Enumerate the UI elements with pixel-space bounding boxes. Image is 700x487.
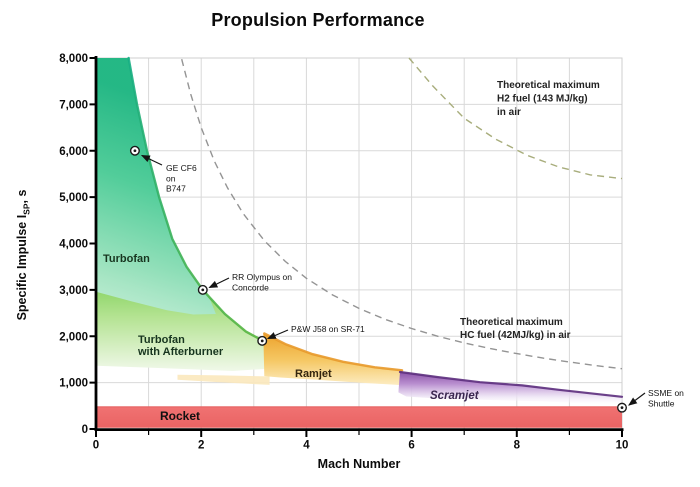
- ge-cf6-label: B747: [166, 184, 186, 194]
- curve-layer: [181, 57, 623, 370]
- y-tick-label: 4,000: [59, 239, 88, 251]
- afterburner-label: with Afterburner: [137, 346, 224, 358]
- ramjet-edge: [263, 332, 404, 372]
- x-axis-title: Mach Number: [317, 457, 401, 471]
- axis-layer: 0 2 4 6 8 10 0 1,000 2,000 3,000 4,000 5,000 6,000 7,…: [59, 53, 628, 452]
- y-tick-label: 6,000: [59, 146, 88, 158]
- rr-olympus-label: RR Olympus on: [232, 272, 292, 282]
- y-tick-label: 2,000: [59, 331, 88, 343]
- y-tick-label: 1,000: [59, 378, 88, 390]
- y-axis-title: Specific Impulse ISP, s: [15, 160, 33, 350]
- ge-cf6-arrow: [140, 154, 163, 166]
- ge-cf6-label: on: [166, 173, 176, 183]
- ramjet-tail-area: [177, 374, 270, 385]
- rocket-area: [96, 406, 622, 428]
- chart-title: Propulsion Performance: [211, 10, 425, 30]
- h2-max-label: Theoretical maximum: [497, 80, 600, 91]
- ge-cf6-marker-dot: [133, 149, 137, 153]
- x-tick-label: 8: [514, 440, 521, 452]
- rocket-label: Rocket: [160, 409, 200, 423]
- ssme-arrow: [628, 392, 646, 406]
- hc-max-label: HC fuel (42MJ/kg) in air: [460, 330, 571, 341]
- ssme-marker-dot: [620, 406, 624, 410]
- x-tick-label: 10: [616, 440, 629, 452]
- x-tick-label: 4: [303, 440, 310, 452]
- scramjet-edge: [398, 370, 624, 398]
- region-layer: [95, 56, 624, 428]
- h2-max-label: in air: [497, 107, 521, 118]
- afterburner-label: Turbofan: [138, 334, 185, 346]
- pw-j58-label: P&W J58 on SR-71: [291, 324, 365, 334]
- hc-max-curve: [181, 59, 623, 370]
- pw-j58-marker-dot: [260, 339, 264, 343]
- ramjet-label: Ramjet: [295, 368, 332, 380]
- y-tick-label: 8,000: [59, 53, 88, 65]
- rr-olympus-arrow: [208, 277, 230, 289]
- y-tick-label: 7,000: [59, 99, 88, 111]
- ge-cf6-label: GE CF6: [166, 163, 197, 173]
- x-tick-label: 2: [198, 440, 204, 452]
- pw-j58-arrow: [266, 329, 289, 340]
- y-tick-label: 3,000: [59, 285, 88, 297]
- ramjet-area: [263, 333, 406, 386]
- h2-max-curve: [408, 57, 623, 180]
- y-axis-title-main: Specific Impulse I: [15, 214, 29, 321]
- rr-olympus-label: Concorde: [232, 282, 269, 292]
- turbofan-edge: [127, 56, 265, 343]
- y-axis-title-sub: SP: [21, 203, 32, 215]
- y-axis-title-suffix: , s: [15, 189, 29, 204]
- hc-max-label: Theoretical maximum: [460, 317, 563, 328]
- x-tick-label: 6: [408, 440, 414, 452]
- h2-max-label: H2 fuel (143 MJ/kg): [497, 94, 588, 105]
- y-tick-label: 5,000: [59, 192, 88, 204]
- ssme-label: SSME on: [648, 388, 684, 398]
- scramjet-label: Scramjet: [430, 390, 480, 402]
- turbofan-label: Turbofan: [103, 253, 150, 265]
- rr-olympus-marker-dot: [201, 288, 205, 292]
- scramjet-area: [398, 372, 622, 407]
- y-tick-label: 0: [82, 424, 88, 436]
- x-tick-label: 0: [93, 440, 99, 452]
- ssme-label: Shuttle: [648, 398, 675, 408]
